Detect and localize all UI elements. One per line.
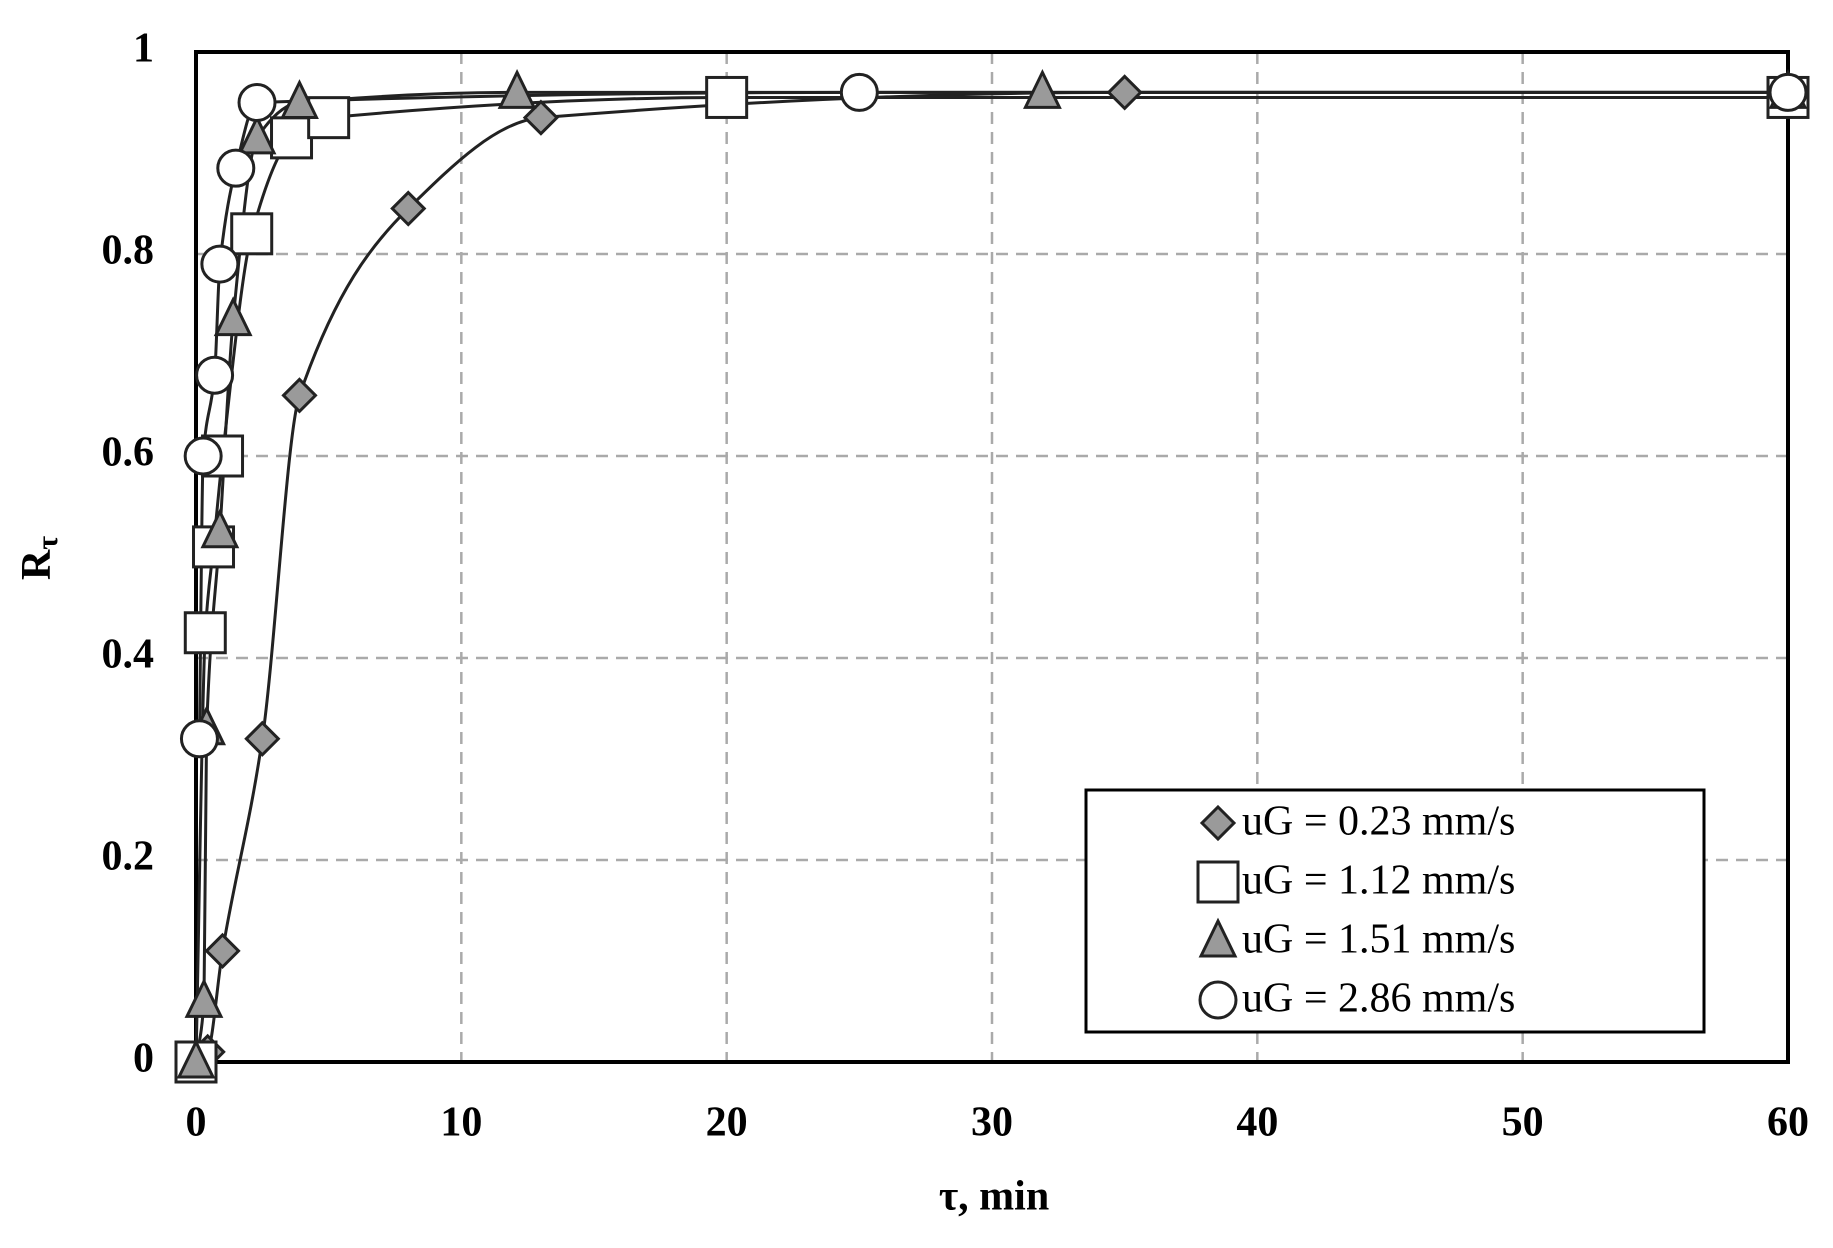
circle-marker [200,244,240,284]
legend-box [1084,788,1706,1034]
square-marker [230,212,274,256]
triangle-marker [280,79,319,119]
triangle-marker [184,977,224,1018]
y-tick-label: 1 [133,26,154,72]
square-marker [270,116,314,160]
x-tick-label: 60 [1767,1100,1809,1146]
y-axis-title-subscript: τ [31,536,64,550]
x-axis-title: τ, min [939,1174,1049,1220]
y-axis-title: Rτ [14,536,64,580]
y-tick-label: 0.8 [102,228,155,274]
fit-curve [197,90,1788,739]
triangle-marker [213,296,253,337]
diamond-marker [244,720,281,757]
circle-marker [839,72,879,112]
circle-marker [183,436,223,476]
circle-marker [1198,980,1238,1020]
square-marker [1196,860,1240,904]
triangle-marker [497,68,537,109]
legend: uG = 0.23 mm/s uG = 1.12 mm/s uG = 1.51 mm… [1084,788,1706,1034]
y-tick-label: 0.4 [102,632,155,678]
circle-marker [216,148,256,188]
triangle-marker [1198,917,1238,958]
triangle-marker [200,508,240,549]
y-axis-title-main: R [14,549,60,580]
x-tick-label: 30 [971,1100,1013,1146]
legend-label: uG = 1.51 mm/s [1242,917,1515,963]
x-tick-label: 20 [706,1100,748,1146]
diamond-marker [1199,804,1237,842]
diamond-marker [390,190,427,227]
x-tick-label: 50 [1502,1100,1544,1146]
circle-marker [237,83,277,122]
diamond-marker [1106,74,1143,111]
circle-marker [1768,72,1808,112]
x-tick-label: 0 [186,1100,207,1146]
circle-marker [179,719,219,759]
triangle-marker [1023,68,1062,109]
legend-label: uG = 1.12 mm/s [1242,858,1515,904]
square-marker [183,611,227,655]
circle-marker [195,355,235,395]
x-tick-label: 40 [1236,1100,1278,1146]
y-tick-label: 0.2 [102,834,155,880]
diamond-marker [204,932,241,970]
square-marker [705,75,749,119]
triangle-marker [176,1038,216,1079]
legend-label: uG = 2.86 mm/s [1242,976,1515,1022]
diamond-marker [522,99,560,136]
x-tick-label: 10 [440,1100,482,1146]
triangle-marker [237,114,277,155]
legend-label: uG = 0.23 mm/s [1242,799,1515,845]
y-tick-label: 0 [133,1036,154,1082]
diamond-marker [281,377,318,414]
y-tick-label: 0.6 [102,430,155,476]
